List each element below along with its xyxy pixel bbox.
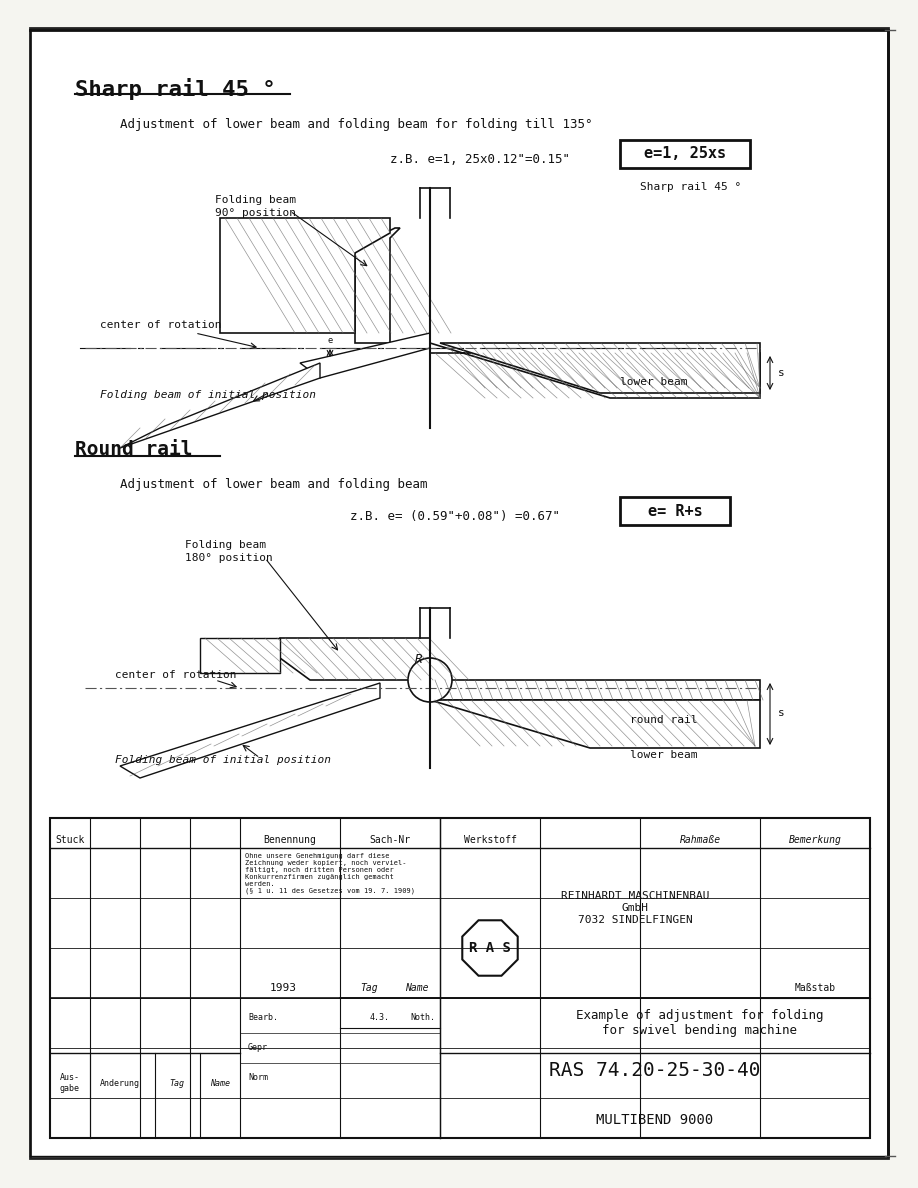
Text: MULTIBEND 9000: MULTIBEND 9000 <box>597 1113 713 1127</box>
Polygon shape <box>120 364 320 448</box>
Text: Adjustment of lower beam and folding beam for folding till 135°: Adjustment of lower beam and folding bea… <box>120 118 592 131</box>
Text: Name: Name <box>210 1079 230 1087</box>
Text: Round rail: Round rail <box>75 440 193 459</box>
Text: e= R+s: e= R+s <box>647 504 702 518</box>
FancyBboxPatch shape <box>620 497 730 525</box>
Text: Folding beam: Folding beam <box>215 195 296 206</box>
Text: REINHARDT MASCHINENBAU
GmbH
7032 SINDELFINGEN: REINHARDT MASCHINENBAU GmbH 7032 SINDELF… <box>561 891 710 924</box>
Text: R A S: R A S <box>469 941 511 955</box>
Text: Folding beam of initial position: Folding beam of initial position <box>100 390 316 400</box>
Polygon shape <box>430 343 760 398</box>
Text: Tag: Tag <box>170 1079 185 1087</box>
Text: Norm: Norm <box>248 1074 268 1082</box>
Text: Ohne unsere Genehmigung darf diese
Zeichnung weder kopiert, noch verviel-
fältig: Ohne unsere Genehmigung darf diese Zeich… <box>245 853 415 895</box>
Polygon shape <box>280 638 430 680</box>
Text: Adjustment of lower beam and folding beam: Adjustment of lower beam and folding bea… <box>120 478 428 491</box>
Text: 180° position: 180° position <box>185 552 273 563</box>
Text: Tag: Tag <box>360 982 377 993</box>
FancyBboxPatch shape <box>30 29 888 1158</box>
Polygon shape <box>355 228 400 343</box>
FancyBboxPatch shape <box>620 140 750 168</box>
Text: Werkstoff: Werkstoff <box>464 835 517 845</box>
Polygon shape <box>463 921 518 975</box>
Text: z.B. e= (0.59"+0.08") =0.67": z.B. e= (0.59"+0.08") =0.67" <box>350 510 560 523</box>
Text: Rahmaße: Rahmaße <box>679 835 721 845</box>
Text: Noth.: Noth. <box>410 1013 435 1023</box>
Text: s: s <box>778 368 785 378</box>
Text: center of rotation: center of rotation <box>100 320 221 330</box>
Text: Gepr: Gepr <box>248 1043 268 1053</box>
Text: Bearb.: Bearb. <box>248 1013 278 1023</box>
Text: Stuck: Stuck <box>55 835 84 845</box>
Text: lower beam: lower beam <box>620 377 688 387</box>
Polygon shape <box>200 638 280 672</box>
FancyBboxPatch shape <box>50 819 870 1138</box>
Text: Example of adjustment for folding
for swivel bending machine: Example of adjustment for folding for sw… <box>577 1009 823 1037</box>
Text: Benennung: Benennung <box>263 835 317 845</box>
Text: lower beam: lower beam <box>630 750 698 760</box>
Text: Sach-Nr: Sach-Nr <box>369 835 410 845</box>
Text: e=1, 25xs: e=1, 25xs <box>644 146 726 162</box>
Text: Maßstab: Maßstab <box>794 982 835 993</box>
Text: z.B. e=1, 25x0.12"=0.15": z.B. e=1, 25x0.12"=0.15" <box>390 153 570 166</box>
Text: Aus-
gabe: Aus- gabe <box>60 1073 80 1093</box>
Polygon shape <box>440 343 760 393</box>
Text: Folding beam of initial position: Folding beam of initial position <box>115 756 331 765</box>
Polygon shape <box>300 333 430 378</box>
Text: R: R <box>415 653 422 666</box>
Text: 1993: 1993 <box>270 982 297 993</box>
Polygon shape <box>430 680 760 700</box>
Circle shape <box>408 658 452 702</box>
Text: 90° position: 90° position <box>215 208 296 219</box>
Text: round rail: round rail <box>630 715 698 725</box>
Polygon shape <box>120 683 380 778</box>
Text: Bemerkung: Bemerkung <box>789 835 842 845</box>
Text: Anderung: Anderung <box>100 1079 140 1087</box>
Polygon shape <box>220 219 390 333</box>
Text: s: s <box>778 708 785 718</box>
Text: center of rotation: center of rotation <box>115 670 237 680</box>
Text: RAS 74.20-25-30-40: RAS 74.20-25-30-40 <box>549 1061 761 1080</box>
Text: Sharp rail 45 °: Sharp rail 45 ° <box>75 78 275 100</box>
Text: Sharp rail 45 °: Sharp rail 45 ° <box>640 182 741 192</box>
Text: 4.3.: 4.3. <box>370 1013 390 1023</box>
Text: Name: Name <box>405 982 429 993</box>
Polygon shape <box>430 700 760 748</box>
Text: e: e <box>328 336 332 345</box>
Text: Folding beam: Folding beam <box>185 541 266 550</box>
